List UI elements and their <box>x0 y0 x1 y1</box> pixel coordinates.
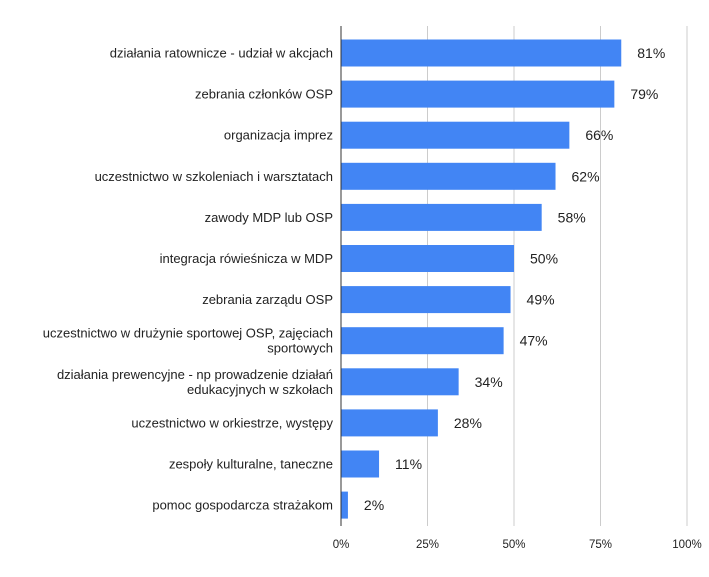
x-tick-label: 100% <box>672 539 701 551</box>
data-label: 81% <box>637 45 665 61</box>
x-tick-label: 0% <box>333 539 350 551</box>
category-label: uczestnictwo w szkoleniach i warsztatach <box>95 169 333 184</box>
bar <box>341 162 556 190</box>
category-label: zespoły kulturalne, taneczne <box>169 457 333 472</box>
data-label: 47% <box>520 333 548 349</box>
bar <box>341 409 438 437</box>
data-label: 50% <box>530 251 558 267</box>
bar <box>341 327 504 355</box>
bar <box>341 39 622 67</box>
bar <box>341 286 511 314</box>
bar <box>341 245 514 272</box>
bar <box>341 491 348 519</box>
category-label: zebrania członków OSP <box>195 87 333 102</box>
data-label: 62% <box>572 168 600 184</box>
x-tick-label: 75% <box>589 539 612 551</box>
category-label: uczestnictwo w orkiestrze, występy <box>131 415 333 430</box>
data-label: 28% <box>454 415 482 431</box>
category-label: działania prewencyjne - np prowadzenie d… <box>57 367 333 397</box>
category-label: zebrania zarządu OSP <box>202 292 333 307</box>
bar <box>341 368 459 396</box>
category-label: działania ratownicze - udział w akcjach <box>110 46 333 61</box>
data-label: 58% <box>558 209 586 225</box>
category-label: zawody MDP lub OSP <box>205 210 333 225</box>
bar <box>341 121 570 149</box>
category-label: integracja rówieśnicza w MDP <box>160 251 333 266</box>
bar <box>341 450 380 478</box>
bar <box>341 203 542 231</box>
data-label: 66% <box>585 127 613 143</box>
category-label: pomoc gospodarcza strażakom <box>152 498 333 513</box>
data-label: 34% <box>475 374 503 390</box>
x-tick-label: 25% <box>416 539 439 551</box>
bar <box>341 80 615 108</box>
data-label: 2% <box>364 497 384 513</box>
x-tick-label: 50% <box>502 539 525 551</box>
data-label: 49% <box>527 292 555 308</box>
category-label: uczestnictwo w drużynie sportowej OSP, z… <box>43 326 333 356</box>
category-label: organizacja imprez <box>224 128 333 143</box>
data-label: 11% <box>395 456 422 472</box>
data-label: 79% <box>630 86 658 102</box>
